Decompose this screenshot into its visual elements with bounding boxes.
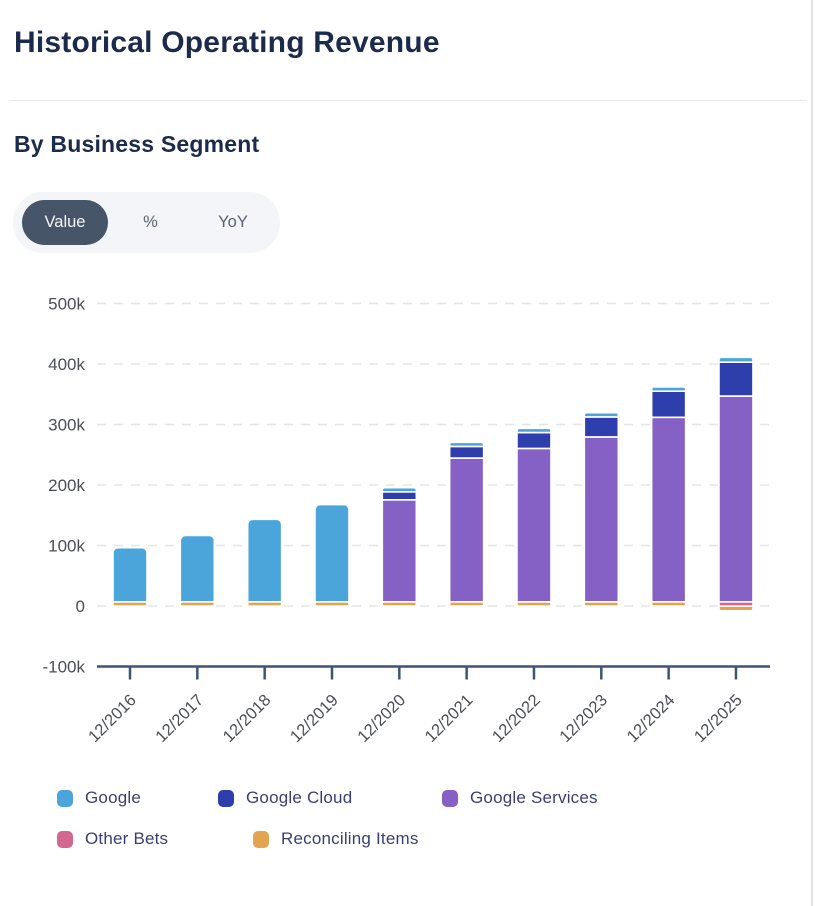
legend-row-2: Other Bets Reconciling Items (0, 827, 419, 851)
x-axis-tick-label: 12/2023 (556, 691, 611, 746)
x-axis-tick-label: 12/2025 (691, 691, 746, 746)
bar-segment-google[interactable] (583, 411, 620, 418)
bar-segment-google-cloud[interactable] (516, 431, 552, 450)
bar-12/2019[interactable] (314, 503, 350, 607)
bar-12/2023[interactable] (583, 411, 620, 607)
y-axis-tick-label: 0 (76, 597, 85, 616)
bar-segment-google[interactable] (448, 441, 485, 448)
bar-segment-google-services[interactable] (516, 447, 552, 603)
page-title: Historical Operating Revenue (14, 26, 440, 59)
legend-row-1: Google Google Cloud Google Services (0, 786, 598, 810)
section-title: By Business Segment (14, 131, 260, 157)
bar-segment-reconciling-items[interactable] (718, 605, 754, 612)
bar-segment-google-services[interactable] (650, 416, 687, 603)
y-axis-tick-label: 200k (48, 476, 85, 495)
legend-label: Reconciling Items (281, 829, 419, 848)
bar-segment-google-cloud[interactable] (650, 390, 687, 419)
x-axis-tick-label: 12/2019 (287, 691, 342, 746)
title-divider (10, 100, 807, 101)
toggle-yoy-button[interactable]: YoY (193, 192, 273, 253)
bar-segment-google-services[interactable] (718, 395, 754, 603)
legend-item-google-services[interactable]: Google Services (442, 788, 598, 808)
reconciling-items-swatch (253, 830, 269, 848)
display-mode-toggle: Value % YoY (13, 192, 280, 253)
google-cloud-swatch (218, 789, 234, 807)
bar-segment-google[interactable] (381, 486, 418, 493)
bar-segment-google[interactable] (246, 518, 283, 603)
bar-12/2017[interactable] (179, 534, 216, 607)
bar-segment-google-cloud[interactable] (381, 491, 418, 501)
other-bets-swatch (57, 830, 73, 848)
x-axis-tick-label: 12/2016 (85, 691, 140, 746)
toggle-percent-button[interactable]: % (108, 192, 193, 253)
bar-12/2024[interactable] (650, 386, 687, 607)
bar-segment-google[interactable] (718, 356, 754, 364)
bar-segment-google-services[interactable] (381, 498, 418, 603)
toggle-value-button[interactable]: Value (22, 200, 108, 245)
bar-12/2025[interactable] (718, 356, 754, 612)
bar-segment-google[interactable] (179, 534, 216, 603)
bar-12/2021[interactable] (448, 441, 485, 607)
bar-segment-google-services[interactable] (448, 457, 485, 603)
bar-segment-google[interactable] (314, 503, 350, 603)
x-axis-tick-label: 12/2024 (624, 691, 679, 746)
legend-item-google[interactable]: Google (57, 788, 218, 808)
bar-12/2016[interactable] (112, 546, 148, 607)
legend-item-reconciling-items[interactable]: Reconciling Items (253, 829, 419, 849)
bar-segment-google[interactable] (516, 427, 552, 434)
y-axis-tick-label: 400k (48, 355, 85, 374)
y-axis-tick-label: 300k (48, 416, 85, 435)
y-axis-tick-label: 500k (48, 295, 85, 314)
x-axis-tick-label: 12/2018 (220, 691, 275, 746)
bar-segment-google-cloud[interactable] (718, 361, 754, 397)
google-services-swatch (442, 789, 458, 807)
x-axis-tick-label: 12/2017 (152, 691, 207, 746)
bar-segment-google-cloud[interactable] (448, 445, 485, 459)
x-axis-tick-label: 12/2020 (354, 691, 409, 746)
legend-label: Google Cloud (246, 788, 353, 807)
legend-label: Other Bets (85, 829, 169, 848)
google-swatch (57, 789, 73, 807)
x-axis-tick-label: 12/2022 (489, 691, 544, 746)
legend-label: Google Services (470, 788, 598, 807)
legend-label: Google (85, 788, 142, 807)
legend-item-google-cloud[interactable]: Google Cloud (218, 788, 442, 808)
y-axis-tick-label: 100k (48, 537, 85, 556)
bar-12/2022[interactable] (516, 427, 552, 607)
bar-segment-google-services[interactable] (583, 436, 620, 603)
page-right-border (811, 0, 813, 906)
bar-segment-google[interactable] (112, 546, 148, 603)
bar-12/2018[interactable] (246, 518, 283, 607)
x-axis-tick-label: 12/2021 (422, 691, 477, 746)
bar-segment-google-cloud[interactable] (583, 416, 620, 438)
legend-item-other-bets[interactable]: Other Bets (57, 829, 253, 849)
bar-segment-google[interactable] (650, 386, 687, 392)
bar-12/2020[interactable] (381, 486, 418, 607)
y-axis-tick-label: -100k (42, 658, 85, 677)
